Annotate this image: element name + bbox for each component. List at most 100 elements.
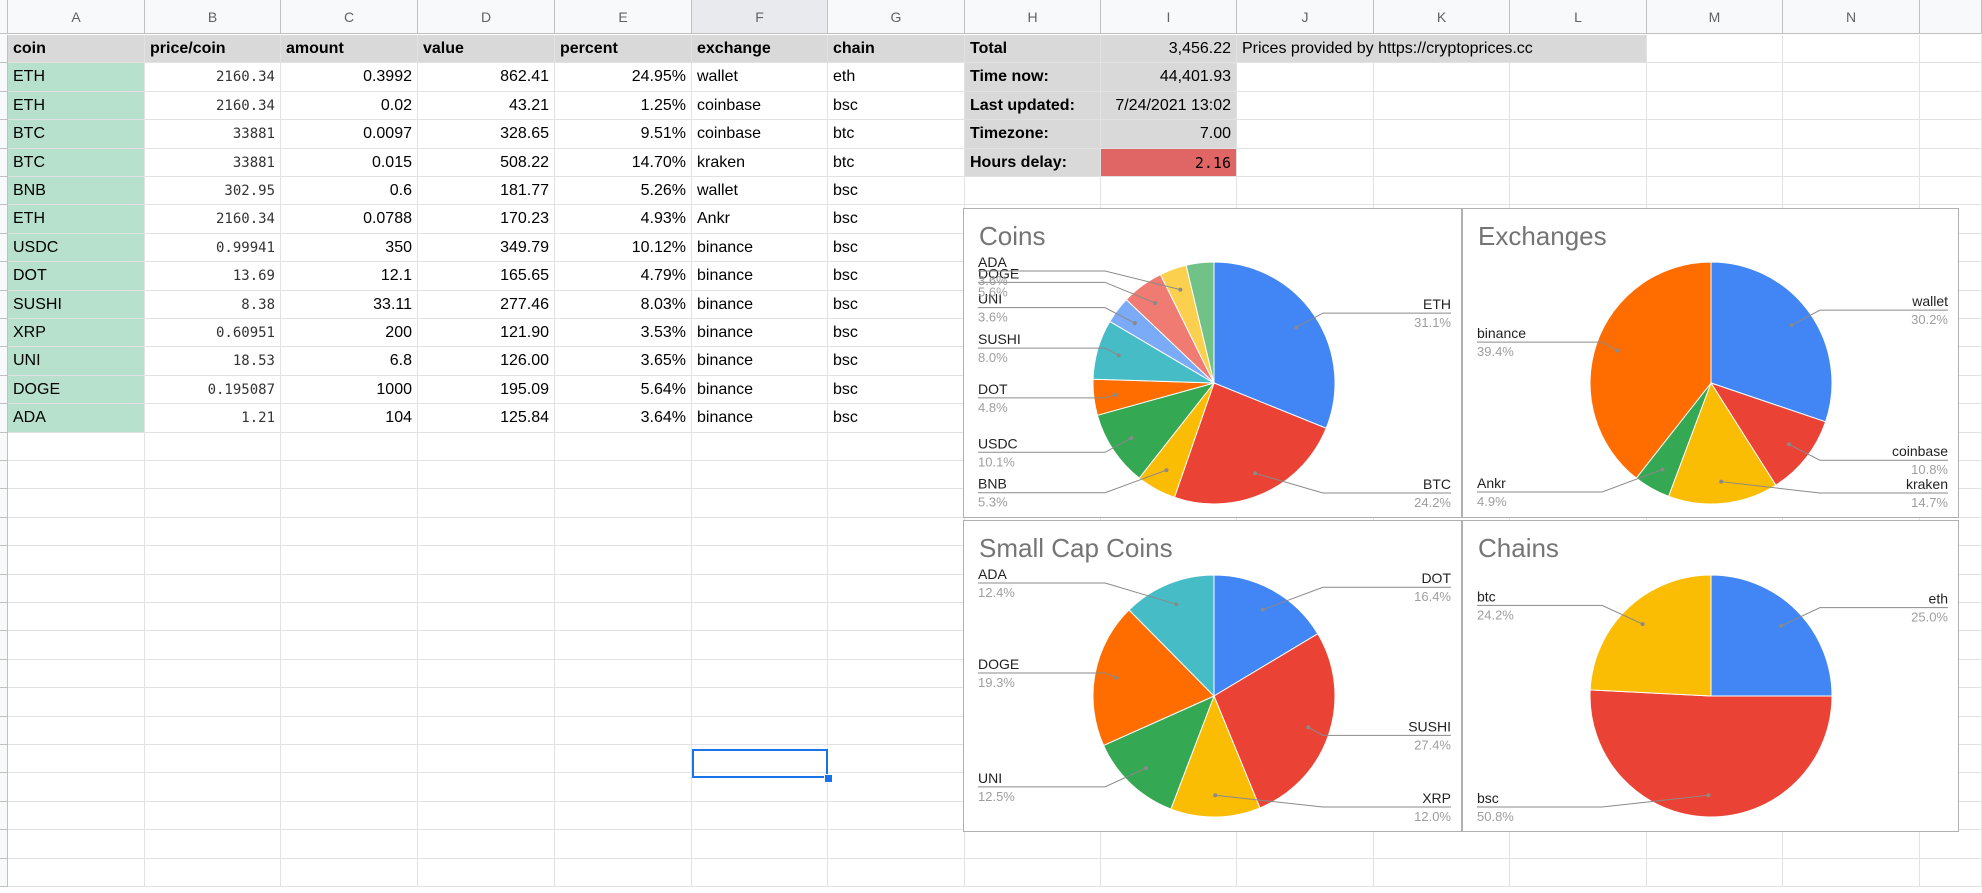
table-cell[interactable]: eth: [828, 63, 965, 92]
grid-cell[interactable]: [1647, 177, 1783, 206]
grid-cell[interactable]: [1783, 35, 1920, 64]
grid-cell[interactable]: [418, 773, 555, 802]
grid-cell[interactable]: [555, 489, 692, 518]
grid-cell[interactable]: [145, 574, 281, 603]
column-header-i[interactable]: I: [1101, 0, 1237, 34]
table-cell[interactable]: bsc: [828, 375, 965, 405]
grid-cell[interactable]: [1374, 177, 1510, 206]
summary-value[interactable]: 2.16: [1101, 148, 1237, 177]
column-header-k[interactable]: K: [1374, 0, 1510, 34]
grid-cell[interactable]: [1374, 120, 1510, 149]
grid-cell[interactable]: [1374, 63, 1510, 92]
grid-cell[interactable]: [828, 830, 965, 859]
table-cell[interactable]: 181.77: [418, 177, 555, 206]
grid-cell[interactable]: [418, 517, 555, 547]
grid-cell[interactable]: [1101, 830, 1237, 859]
table-cell[interactable]: btc: [828, 120, 965, 149]
corner-header[interactable]: [0, 0, 8, 34]
grid-cell[interactable]: [1374, 830, 1510, 859]
row-header[interactable]: [0, 375, 8, 405]
row-header[interactable]: [0, 290, 8, 319]
grid-cell[interactable]: [1374, 91, 1510, 121]
grid-cell[interactable]: [555, 801, 692, 831]
column-header-j[interactable]: J: [1237, 0, 1374, 34]
column-header-b[interactable]: B: [145, 0, 281, 34]
grid-cell[interactable]: [828, 546, 965, 575]
grid-cell[interactable]: [692, 773, 828, 802]
table-cell[interactable]: 302.95: [145, 177, 281, 206]
grid-cell[interactable]: [145, 461, 281, 490]
grid-cell[interactable]: [418, 603, 555, 632]
table-cell[interactable]: 2160.34: [145, 91, 281, 121]
grid-cell[interactable]: [555, 858, 692, 887]
summary-label[interactable]: Timezone:: [965, 120, 1101, 149]
column-header-c[interactable]: C: [281, 0, 418, 34]
grid-cell[interactable]: [418, 461, 555, 490]
summary-value[interactable]: 7.00: [1101, 120, 1237, 149]
table-cell[interactable]: bsc: [828, 91, 965, 121]
table-cell[interactable]: 0.6: [281, 177, 418, 206]
grid-cell[interactable]: [281, 745, 418, 774]
row-header[interactable]: [0, 716, 8, 745]
grid-cell[interactable]: [1647, 830, 1783, 859]
table-cell[interactable]: 14.70%: [555, 148, 692, 177]
table-cell[interactable]: bsc: [828, 404, 965, 433]
table-cell[interactable]: 349.79: [418, 233, 555, 263]
table-cell[interactable]: SUSHI: [8, 290, 145, 319]
grid-cell[interactable]: [1510, 91, 1647, 121]
row-header[interactable]: [0, 35, 8, 64]
row-header[interactable]: [0, 432, 8, 461]
grid-cell[interactable]: [692, 432, 828, 461]
table-cell[interactable]: 10.12%: [555, 233, 692, 263]
grid-cell[interactable]: [1510, 858, 1647, 887]
grid-cell[interactable]: [1783, 63, 1920, 92]
grid-cell[interactable]: [555, 830, 692, 859]
grid-cell[interactable]: [145, 801, 281, 831]
grid-cell[interactable]: [418, 659, 555, 689]
grid-cell[interactable]: [828, 801, 965, 831]
grid-cell[interactable]: [145, 745, 281, 774]
grid-cell[interactable]: [1510, 63, 1647, 92]
row-header[interactable]: [0, 63, 8, 92]
grid-cell[interactable]: [8, 603, 145, 632]
grid-cell[interactable]: [828, 631, 965, 660]
grid-cell[interactable]: [555, 461, 692, 490]
table-cell[interactable]: 121.90: [418, 319, 555, 348]
table-cell[interactable]: DOT: [8, 262, 145, 291]
grid-cell[interactable]: [145, 688, 281, 717]
table-cell[interactable]: 195.09: [418, 375, 555, 405]
summary-label[interactable]: Time now:: [965, 63, 1101, 92]
grid-cell[interactable]: [828, 688, 965, 717]
grid-cell[interactable]: [692, 574, 828, 603]
summary-label[interactable]: Total: [965, 35, 1101, 64]
grid-cell[interactable]: [828, 858, 965, 887]
grid-cell[interactable]: [1374, 858, 1510, 887]
grid-cell[interactable]: [1647, 120, 1783, 149]
grid-cell[interactable]: [281, 688, 418, 717]
grid-cell[interactable]: [692, 517, 828, 547]
grid-cell[interactable]: [145, 716, 281, 745]
table-cell[interactable]: 4.93%: [555, 205, 692, 234]
pie-slice[interactable]: [1589, 689, 1833, 818]
selected-cell[interactable]: [692, 749, 828, 778]
table-cell[interactable]: bsc: [828, 233, 965, 263]
grid-cell[interactable]: [281, 858, 418, 887]
table-cell[interactable]: 170.23: [418, 205, 555, 234]
grid-cell[interactable]: [1510, 120, 1647, 149]
summary-label[interactable]: Last updated:: [965, 91, 1101, 121]
grid-cell[interactable]: [281, 461, 418, 490]
table-cell[interactable]: 18.53: [145, 347, 281, 376]
chart-exchanges[interactable]: Exchanges wallet 30.2% coinbase 10.8% kraken 1…: [1462, 208, 1959, 518]
grid-cell[interactable]: [1510, 148, 1647, 177]
grid-cell[interactable]: [8, 517, 145, 547]
table-cell[interactable]: binance: [692, 404, 828, 433]
grid-cell[interactable]: [281, 716, 418, 745]
column-header-g[interactable]: G: [828, 0, 965, 34]
column-header-e[interactable]: E: [555, 0, 692, 34]
grid-cell[interactable]: [828, 603, 965, 632]
table-cell[interactable]: 0.99941: [145, 233, 281, 263]
column-header-l[interactable]: L: [1510, 0, 1647, 34]
grid-cell[interactable]: [1920, 35, 1982, 64]
pie-slice[interactable]: [1102, 695, 1215, 810]
